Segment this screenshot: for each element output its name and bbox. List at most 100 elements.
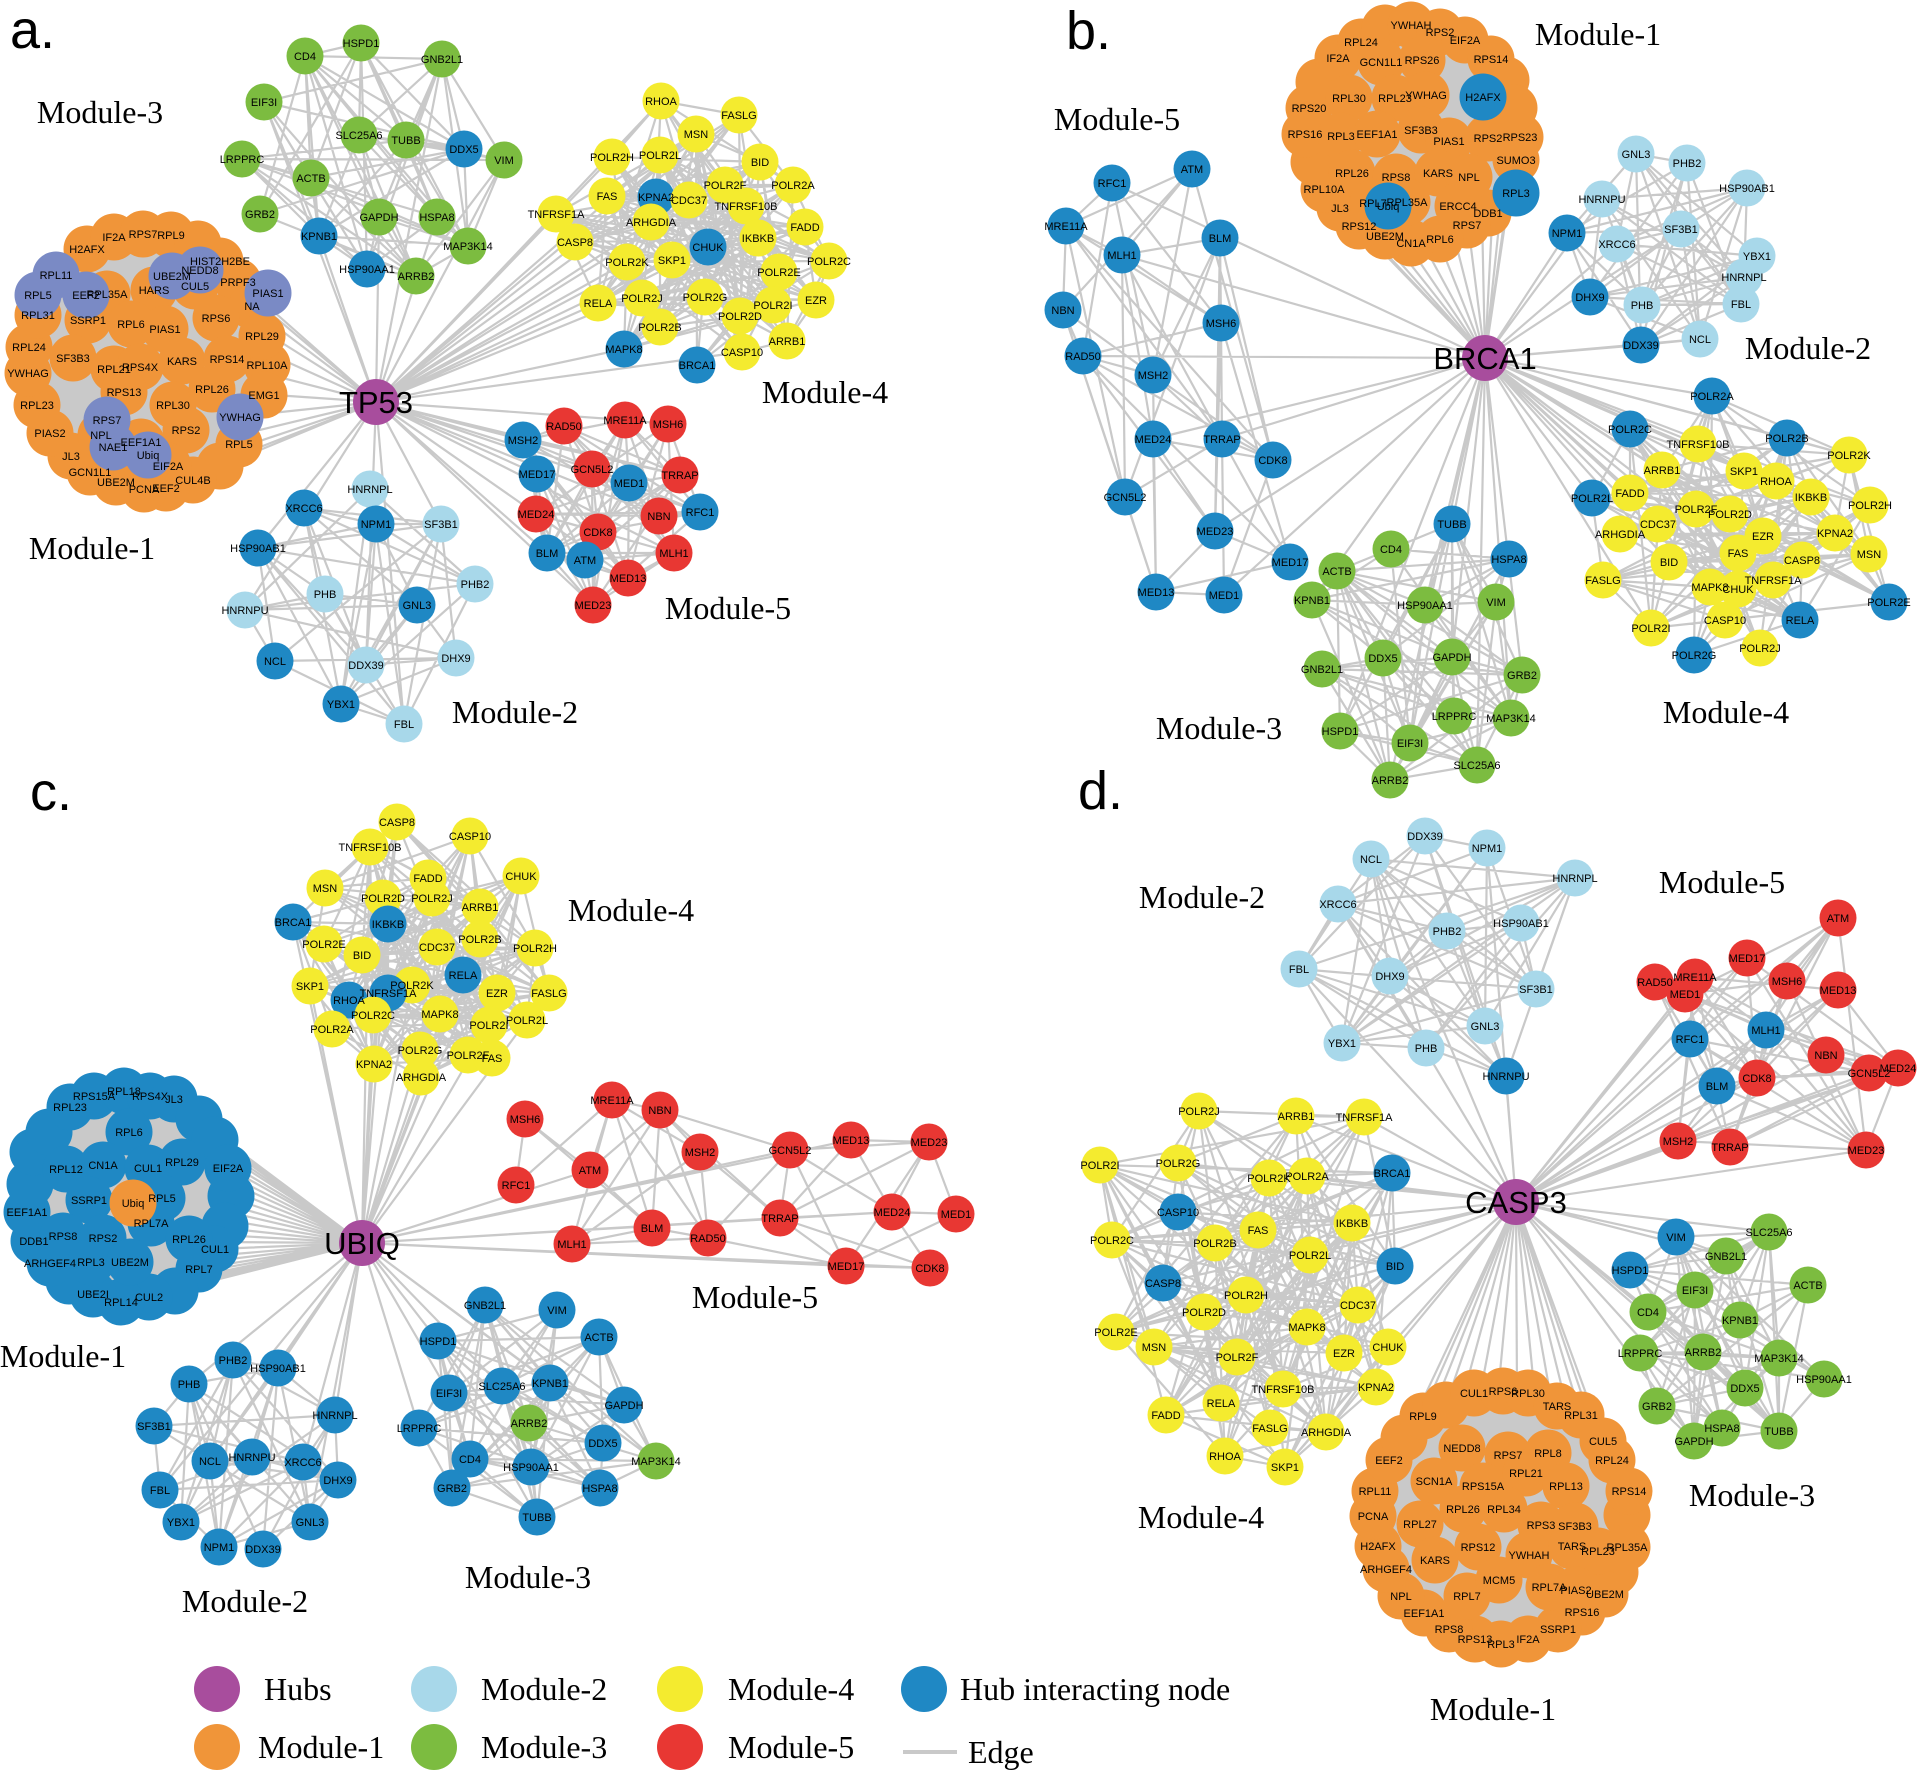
svg-text:MED1: MED1 <box>614 478 645 490</box>
svg-text:POLR2C: POLR2C <box>1090 1235 1134 1247</box>
svg-text:PIAS1: PIAS1 <box>252 288 283 300</box>
svg-text:SKP1: SKP1 <box>658 255 686 267</box>
svg-text:MSH6: MSH6 <box>510 1114 541 1126</box>
svg-text:MED1: MED1 <box>1670 989 1701 1001</box>
svg-text:RPS7: RPS7 <box>129 229 158 241</box>
svg-text:NPM1: NPM1 <box>1472 843 1503 855</box>
svg-text:DDX5: DDX5 <box>588 1438 617 1450</box>
svg-text:CDC37: CDC37 <box>1340 1300 1376 1312</box>
svg-text:NCL: NCL <box>199 1456 221 1468</box>
svg-text:MSN: MSN <box>313 883 338 895</box>
svg-text:KPNA2: KPNA2 <box>1817 528 1853 540</box>
svg-text:KARS: KARS <box>1423 168 1453 180</box>
svg-text:BLM: BLM <box>641 1223 664 1235</box>
svg-text:POLR2H: POLR2H <box>513 943 557 955</box>
svg-text:GAPDH: GAPDH <box>359 212 398 224</box>
svg-text:RPS15A: RPS15A <box>1462 1481 1505 1493</box>
svg-text:TUBB: TUBB <box>522 1512 551 1524</box>
svg-text:UBE2I: UBE2I <box>77 1289 109 1301</box>
svg-text:MED23: MED23 <box>1197 526 1234 538</box>
svg-text:ACTB: ACTB <box>584 1332 613 1344</box>
svg-text:TARS: TARS <box>1558 1541 1587 1553</box>
svg-text:DDX39: DDX39 <box>1623 340 1658 352</box>
svg-text:POLR2K: POLR2K <box>1247 1173 1291 1185</box>
svg-text:NPL: NPL <box>1458 172 1479 184</box>
svg-text:YBX1: YBX1 <box>1328 1038 1356 1050</box>
svg-text:POLR2L: POLR2L <box>1571 493 1613 505</box>
svg-text:KPNB1: KPNB1 <box>532 1378 568 1390</box>
svg-text:Ubiq: Ubiq <box>1377 201 1400 213</box>
svg-text:GCN5L2: GCN5L2 <box>571 464 614 476</box>
svg-text:SSRP1: SSRP1 <box>1540 1624 1576 1636</box>
svg-text:RPS4X: RPS4X <box>122 362 159 374</box>
svg-text:RPS26: RPS26 <box>1405 55 1440 67</box>
svg-text:DDB1: DDB1 <box>19 1236 48 1248</box>
svg-text:NA: NA <box>244 301 260 313</box>
svg-text:RELA: RELA <box>584 298 613 310</box>
svg-text:POLR2J: POLR2J <box>1739 643 1781 655</box>
svg-text:CUL1: CUL1 <box>201 1244 229 1256</box>
svg-text:MSH6: MSH6 <box>1772 976 1803 988</box>
svg-text:CHUK: CHUK <box>1372 1342 1404 1354</box>
svg-text:MAP3K14: MAP3K14 <box>1754 1353 1804 1365</box>
svg-text:POLR2A: POLR2A <box>1690 391 1734 403</box>
svg-text:TNFRSF10B: TNFRSF10B <box>1667 439 1730 451</box>
svg-text:MRE11A: MRE11A <box>1673 972 1717 984</box>
svg-text:RPS13: RPS13 <box>1458 1634 1493 1646</box>
svg-text:RPL9: RPL9 <box>1409 1411 1437 1423</box>
svg-text:DDX5: DDX5 <box>1730 1383 1759 1395</box>
svg-text:EEF1A1: EEF1A1 <box>121 437 162 449</box>
svg-text:Module-3: Module-3 <box>1156 710 1282 746</box>
svg-text:RFC1: RFC1 <box>1676 1034 1705 1046</box>
svg-text:Module-5: Module-5 <box>665 590 791 626</box>
svg-text:MAP3K14: MAP3K14 <box>443 241 493 253</box>
svg-text:EIF3I: EIF3I <box>436 1388 462 1400</box>
svg-text:CD4: CD4 <box>1380 544 1402 556</box>
svg-text:MAPK8: MAPK8 <box>421 1009 458 1021</box>
svg-text:IF2A: IF2A <box>1326 53 1350 65</box>
svg-text:SSRP1: SSRP1 <box>71 1195 107 1207</box>
svg-text:Hub interacting node: Hub interacting node <box>960 1671 1230 1707</box>
svg-text:Module-1: Module-1 <box>1535 16 1661 52</box>
svg-text:HSPA8: HSPA8 <box>1491 554 1526 566</box>
svg-text:RPL31: RPL31 <box>1564 1410 1598 1422</box>
svg-text:HSPD1: HSPD1 <box>420 1336 457 1348</box>
svg-text:RPL34: RPL34 <box>1487 1504 1521 1516</box>
svg-text:CUL1: CUL1 <box>1460 1388 1488 1400</box>
svg-text:FADD: FADD <box>790 222 819 234</box>
svg-text:DDX5: DDX5 <box>1368 653 1397 665</box>
svg-text:EMG1: EMG1 <box>248 390 279 402</box>
svg-text:RPL7A: RPL7A <box>1532 1582 1568 1594</box>
svg-text:MED17: MED17 <box>1729 953 1766 965</box>
svg-text:HSPA8: HSPA8 <box>419 212 454 224</box>
svg-text:RPS8: RPS8 <box>49 1231 78 1243</box>
svg-text:MED17: MED17 <box>519 469 556 481</box>
svg-text:LRPPRC: LRPPRC <box>1618 1348 1663 1360</box>
svg-text:HSP90AB1: HSP90AB1 <box>250 1363 306 1375</box>
svg-text:HNRNPL: HNRNPL <box>347 484 392 496</box>
svg-text:TP53: TP53 <box>339 385 413 420</box>
svg-text:EIF2A: EIF2A <box>153 461 184 473</box>
svg-text:CASP3: CASP3 <box>1465 1185 1567 1220</box>
svg-text:Module-1: Module-1 <box>1430 1691 1556 1727</box>
svg-text:FASLG: FASLG <box>721 110 756 122</box>
svg-text:SF3B3: SF3B3 <box>1558 1521 1592 1533</box>
svg-text:RPS6: RPS6 <box>202 313 231 325</box>
svg-text:BID: BID <box>751 157 769 169</box>
svg-text:RPL12: RPL12 <box>49 1164 83 1176</box>
svg-text:NEDD8: NEDD8 <box>181 265 218 277</box>
svg-text:EEF2: EEF2 <box>152 483 180 495</box>
svg-text:RPS23: RPS23 <box>1503 132 1538 144</box>
svg-text:SF3B1: SF3B1 <box>1519 984 1553 996</box>
svg-text:PHB2: PHB2 <box>461 579 490 591</box>
svg-text:MSH2: MSH2 <box>685 1147 716 1159</box>
svg-text:RPS7: RPS7 <box>1494 1450 1523 1462</box>
svg-text:HSPD1: HSPD1 <box>1322 726 1359 738</box>
svg-text:KPNA2: KPNA2 <box>1358 1382 1394 1394</box>
svg-text:HSPD1: HSPD1 <box>343 38 380 50</box>
svg-text:RHOA: RHOA <box>1209 1451 1241 1463</box>
svg-text:VIM: VIM <box>547 1305 567 1317</box>
svg-text:RPS20: RPS20 <box>1292 103 1327 115</box>
svg-text:HNRNPL: HNRNPL <box>312 1410 357 1422</box>
svg-text:RPL8: RPL8 <box>1534 1448 1562 1460</box>
